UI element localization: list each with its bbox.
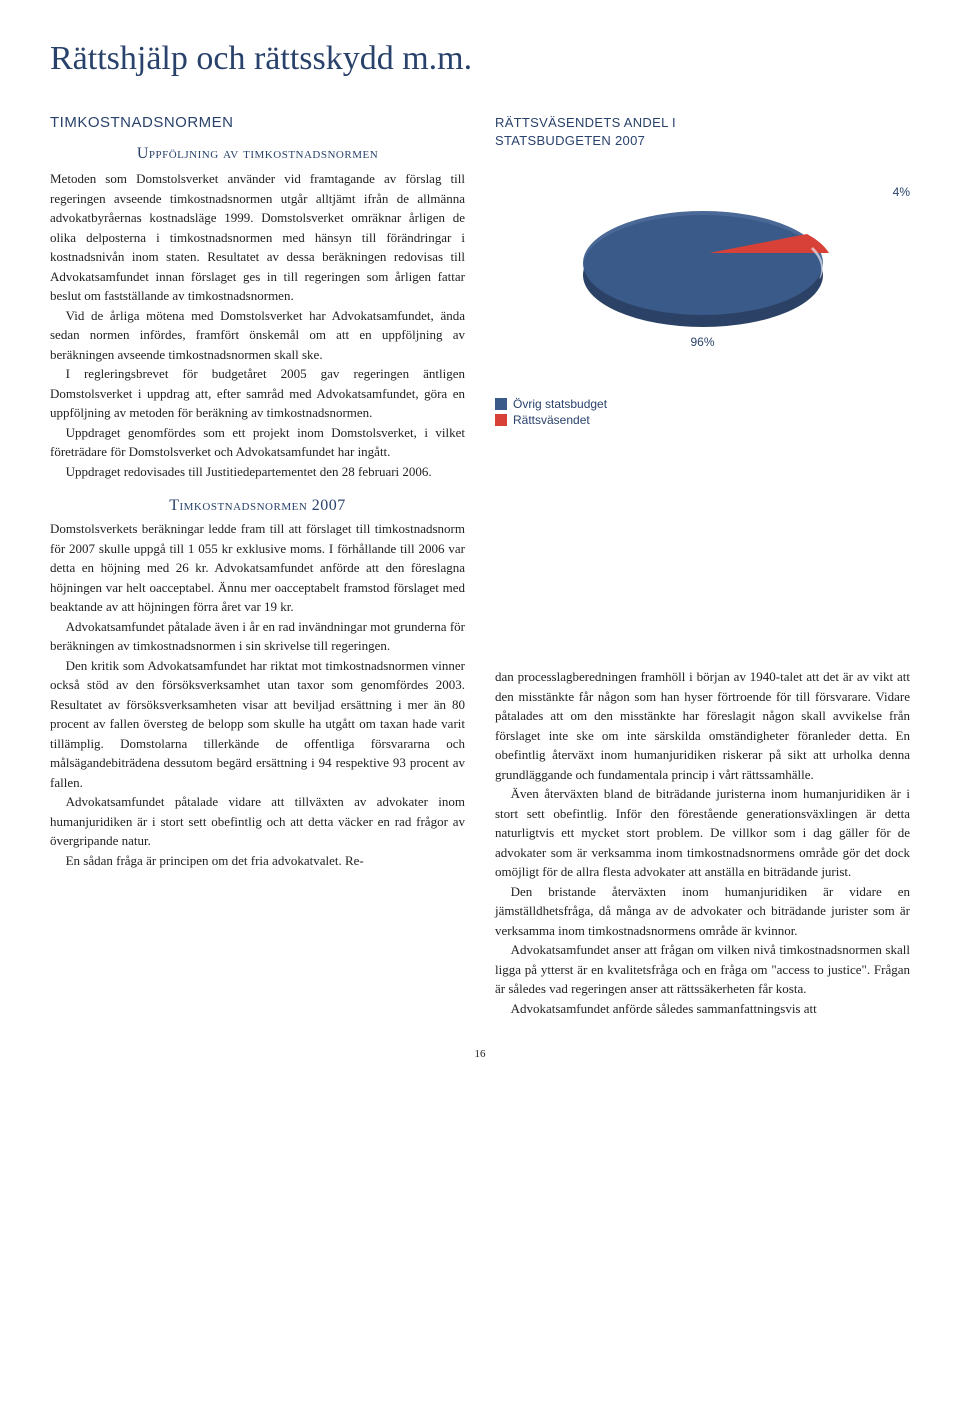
legend-swatch-blue [495, 398, 507, 410]
chart-title: RÄTTSVÄSENDETS ANDEL I STATSBUDGETEN 200… [495, 114, 910, 149]
paragraph: Vid de årliga mötena med Domstolsverket … [50, 306, 465, 365]
pie-label-96pct: 96% [690, 335, 714, 349]
paragraph: dan processlagberedningen framhöll i bör… [495, 667, 910, 784]
section-heading-timkostnadsnormen: TIMKOSTNADSNORMEN [50, 114, 465, 131]
page-title: Rättshjälp och rättsskydd m.m. [50, 40, 910, 78]
legend-swatch-red [495, 414, 507, 426]
left-column: TIMKOSTNADSNORMEN Uppföljning av timkost… [50, 114, 465, 1018]
pie-label-4pct: 4% [893, 185, 910, 199]
paragraph: Den bristande återväxten inom humanjurid… [495, 882, 910, 941]
paragraph: En sådan fråga är principen om det fria … [50, 851, 465, 871]
page-number: 16 [50, 1048, 910, 1060]
pie-chart: 4% 96% Övrig statsbudget Rättsväsendet [495, 167, 910, 427]
two-column-layout: TIMKOSTNADSNORMEN Uppföljning av timkost… [50, 114, 910, 1018]
subheading-2007: Timkostnadsnormen 2007 [50, 497, 465, 515]
chart-title-line2: STATSBUDGETEN 2007 [495, 133, 645, 148]
right-column: RÄTTSVÄSENDETS ANDEL I STATSBUDGETEN 200… [495, 114, 910, 1018]
right-column-text: dan processlagberedningen framhöll i bör… [495, 667, 910, 1018]
paragraph: Advokatsamfundet påtalade vidare att til… [50, 792, 465, 851]
legend-label: Övrig statsbudget [513, 397, 607, 411]
chart-title-line1: RÄTTSVÄSENDETS ANDEL I [495, 115, 676, 130]
paragraph: Advokatsamfundet påtalade även i år en r… [50, 617, 465, 656]
paragraph: Uppdraget genomfördes som ett projekt in… [50, 423, 465, 462]
paragraph: Uppdraget redovisades till Justitiedepar… [50, 462, 465, 482]
paragraph: Advokatsamfundet anser att frågan om vil… [495, 940, 910, 999]
subheading-uppfoljning: Uppföljning av timkostnadsnormen [50, 145, 465, 163]
paragraph: I regleringsbrevet för budgetåret 2005 g… [50, 364, 465, 423]
paragraph: Även återväxten bland de biträdande juri… [495, 784, 910, 882]
legend-label: Rättsväsendet [513, 413, 590, 427]
legend-item-ovrig: Övrig statsbudget [495, 397, 910, 411]
paragraph: Advokatsamfundet anförde således sammanf… [495, 999, 910, 1019]
chart-legend: Övrig statsbudget Rättsväsendet [495, 397, 910, 427]
paragraph: Domstolsverkets beräkningar ledde fram t… [50, 519, 465, 617]
paragraph: Den kritik som Advokatsamfundet har rikt… [50, 656, 465, 793]
paragraph: Metoden som Domstolsverket använder vid … [50, 169, 465, 306]
legend-item-rattsvasendet: Rättsväsendet [495, 413, 910, 427]
